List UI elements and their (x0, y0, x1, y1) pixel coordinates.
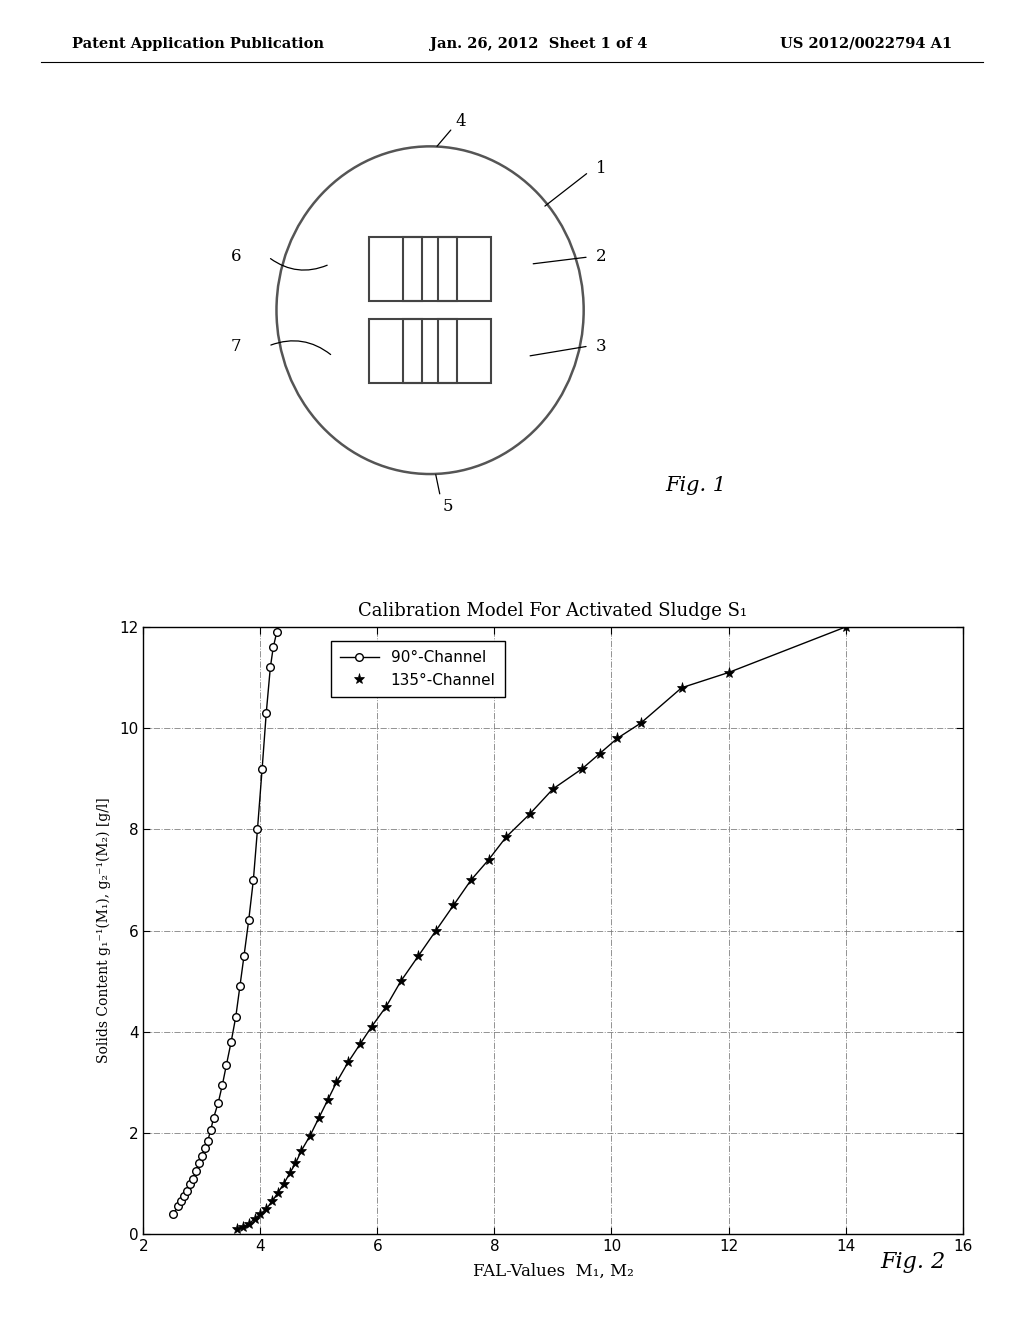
135°-Channel (260, 1201, 272, 1217)
Text: 6: 6 (230, 248, 241, 265)
X-axis label: FAL-Values  M₁, M₂: FAL-Values M₁, M₂ (473, 1262, 633, 1279)
135°-Channel (394, 973, 407, 989)
90°-Channel (243, 912, 255, 928)
90°-Channel (184, 1176, 197, 1192)
Text: 5: 5 (442, 499, 453, 515)
90°-Channel (181, 1183, 194, 1199)
135°-Channel (380, 998, 392, 1014)
135°-Channel (243, 1216, 255, 1232)
Bar (370, 319, 423, 383)
135°-Channel (266, 1193, 279, 1209)
Bar (403, 319, 457, 383)
Text: Jan. 26, 2012  Sheet 1 of 4: Jan. 26, 2012 Sheet 1 of 4 (430, 37, 647, 51)
135°-Channel (635, 715, 647, 731)
Line: 90°-Channel: 90°-Channel (169, 618, 284, 1218)
90°-Channel (260, 705, 272, 721)
135°-Channel (594, 746, 606, 762)
90°-Channel (273, 614, 286, 630)
90°-Channel (167, 1206, 179, 1222)
135°-Channel (271, 1185, 284, 1201)
Text: Fig. 2: Fig. 2 (881, 1251, 946, 1274)
90°-Channel (187, 1171, 200, 1187)
Legend: 90°-Channel, 135°-Channel: 90°-Channel, 135°-Channel (331, 640, 505, 697)
135°-Channel (500, 829, 512, 845)
135°-Channel (722, 665, 734, 681)
135°-Channel (278, 1176, 290, 1192)
Bar (438, 319, 492, 383)
Title: Calibration Model For Activated Sludge S₁: Calibration Model For Activated Sludge S… (358, 602, 748, 620)
135°-Channel (237, 1218, 249, 1234)
90°-Channel (189, 1163, 202, 1179)
135°-Channel (284, 1166, 296, 1181)
90°-Channel (172, 1199, 184, 1214)
90°-Channel (212, 1094, 224, 1110)
90°-Channel (251, 821, 263, 837)
Bar (403, 238, 457, 301)
90°-Channel (225, 1034, 238, 1049)
135°-Channel (430, 923, 442, 939)
90°-Channel (270, 624, 283, 640)
90°-Channel (229, 1008, 242, 1024)
135°-Channel (465, 873, 477, 888)
135°-Channel (322, 1092, 334, 1107)
90°-Channel (256, 760, 268, 776)
Y-axis label: Solids Content g₁⁻¹(M₁), g₂⁻¹(M₂) [g/l]: Solids Content g₁⁻¹(M₁), g₂⁻¹(M₂) [g/l] (96, 797, 111, 1064)
135°-Channel (290, 1155, 302, 1171)
135°-Channel (547, 781, 559, 797)
Text: US 2012/0022794 A1: US 2012/0022794 A1 (780, 37, 952, 51)
135°-Channel (676, 680, 688, 696)
135°-Channel (304, 1127, 316, 1143)
90°-Channel (175, 1193, 187, 1209)
135°-Channel (868, 609, 881, 624)
Bar (438, 238, 492, 301)
135°-Channel (577, 760, 589, 776)
Text: 4: 4 (456, 114, 466, 131)
135°-Channel (353, 1036, 366, 1052)
Text: 7: 7 (230, 338, 241, 355)
135°-Channel (331, 1074, 343, 1090)
90°-Channel (193, 1155, 205, 1171)
135°-Channel (840, 619, 852, 635)
90°-Channel (178, 1188, 190, 1204)
90°-Channel (247, 873, 259, 888)
90°-Channel (202, 1133, 214, 1148)
135°-Channel (342, 1055, 354, 1071)
135°-Channel (249, 1212, 261, 1228)
90°-Channel (238, 948, 250, 964)
135°-Channel (254, 1206, 266, 1222)
90°-Channel (205, 1122, 217, 1138)
Text: 3: 3 (596, 338, 606, 355)
135°-Channel (447, 898, 460, 913)
135°-Channel (482, 851, 495, 867)
90°-Channel (216, 1077, 228, 1093)
90°-Channel (196, 1148, 208, 1164)
90°-Channel (220, 1057, 232, 1073)
90°-Channel (208, 1110, 220, 1126)
Line: 135°-Channel: 135°-Channel (231, 611, 881, 1234)
90°-Channel (199, 1140, 211, 1156)
Text: 1: 1 (596, 161, 606, 177)
135°-Channel (230, 1221, 243, 1237)
135°-Channel (295, 1143, 307, 1159)
135°-Channel (366, 1019, 378, 1035)
Text: Patent Application Publication: Patent Application Publication (72, 37, 324, 51)
135°-Channel (523, 807, 536, 822)
90°-Channel (267, 639, 280, 655)
135°-Channel (611, 730, 624, 746)
135°-Channel (413, 948, 425, 964)
Text: Fig. 1: Fig. 1 (666, 477, 727, 495)
135°-Channel (312, 1110, 325, 1126)
90°-Channel (264, 660, 276, 676)
90°-Channel (233, 978, 246, 994)
Text: 2: 2 (596, 248, 606, 265)
Bar (370, 238, 423, 301)
